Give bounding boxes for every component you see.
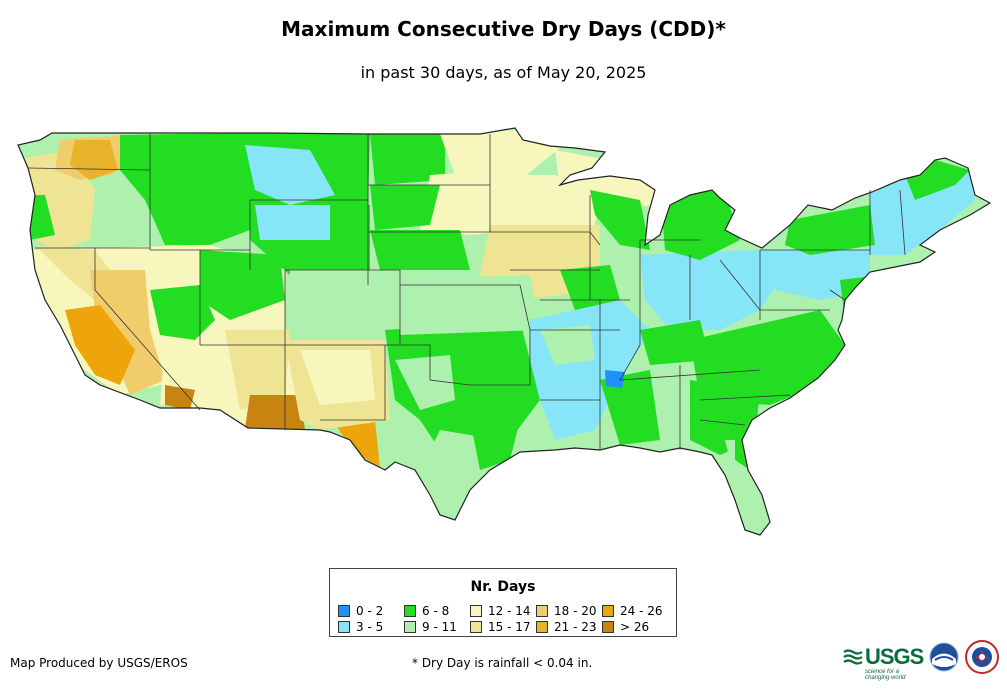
legend-swatch [470, 621, 482, 633]
map-title: Maximum Consecutive Dry Days (CDD)* [281, 17, 726, 41]
legend-label: 24 - 26 [620, 604, 663, 618]
legend-swatch [602, 605, 614, 617]
us-cdd-map [17, 127, 992, 536]
legend-item: 18 - 20 [536, 603, 602, 619]
legend-swatch [338, 605, 350, 617]
legend-swatch [470, 605, 482, 617]
legend-item: 24 - 26 [602, 603, 668, 619]
map-subtitle: in past 30 days, as of May 20, 2025 [360, 63, 647, 82]
legend-label: 3 - 5 [356, 620, 384, 634]
us-outline [17, 127, 992, 536]
legend-swatch [338, 621, 350, 633]
legend-item: 9 - 11 [404, 619, 470, 635]
legend-label: 6 - 8 [422, 604, 450, 618]
legend-label: 15 - 17 [488, 620, 531, 634]
legend-item: > 26 [602, 619, 668, 635]
nws-logo-icon [965, 640, 1000, 674]
noaa-logo-icon [929, 642, 959, 672]
legend-label: 21 - 23 [554, 620, 597, 634]
legend-label: 0 - 2 [356, 604, 384, 618]
legend-item: 0 - 2 [338, 603, 404, 619]
legend-swatch [404, 621, 416, 633]
map-credit: Map Produced by USGS/EROS [10, 656, 188, 670]
usgs-wordmark: USGS [865, 644, 924, 669]
legend-label: > 26 [620, 620, 650, 634]
legend-item: 21 - 23 [536, 619, 602, 635]
legend-item: 15 - 17 [470, 619, 536, 635]
legend: Nr. Days 0 - 2 6 - 8 12 - 14 18 - 20 24 … [329, 568, 677, 637]
legend-title: Nr. Days [470, 579, 536, 595]
legend-swatch [602, 621, 614, 633]
agency-logos: USGS science for a changing world [843, 640, 1000, 681]
legend-label: 18 - 20 [554, 604, 597, 618]
state-boundaries [27, 133, 906, 450]
legend-swatch [404, 605, 416, 617]
usgs-wave-icon [843, 649, 863, 665]
usgs-tagline: science for a changing world [865, 669, 906, 681]
legend-item: 3 - 5 [338, 619, 404, 635]
legend-label: 9 - 11 [422, 620, 457, 634]
legend-item: 12 - 14 [470, 603, 536, 619]
legend-item: 6 - 8 [404, 603, 470, 619]
legend-swatch [536, 621, 548, 633]
legend-swatch [536, 605, 548, 617]
usgs-logo: USGS science for a changing world [843, 642, 924, 681]
legend-label: 12 - 14 [488, 604, 531, 618]
legend-grid: 0 - 2 6 - 8 12 - 14 18 - 20 24 - 26 3 - … [338, 603, 668, 635]
dry-day-footnote: * Dry Day is rainfall < 0.04 in. [412, 656, 593, 670]
